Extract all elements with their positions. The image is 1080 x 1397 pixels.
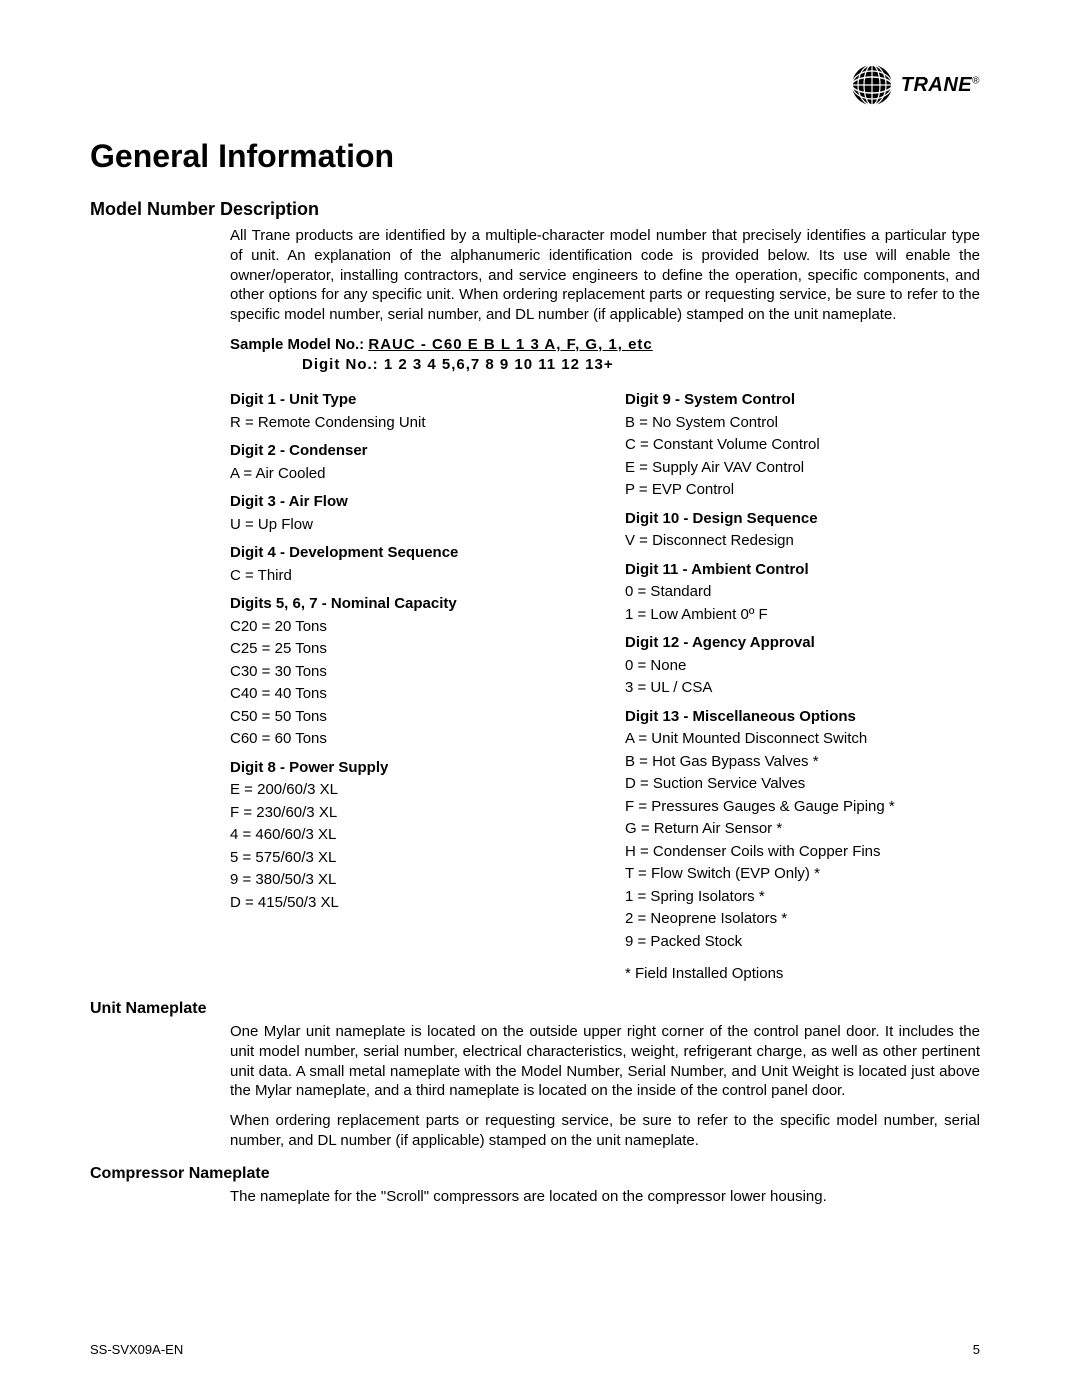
digit-option: G = Return Air Sensor * [625, 818, 980, 841]
digit-option: 4 = 460/60/3 XL [230, 824, 585, 847]
left-column: Digit 1 - Unit TypeR = Remote Condensing… [230, 389, 585, 986]
digit-option: D = 415/50/3 XL [230, 892, 585, 915]
subsection-unit-nameplate: Unit Nameplate [90, 1000, 980, 1018]
digit-option: C60 = 60 Tons [230, 728, 585, 751]
digit-option: C = Third [230, 565, 585, 588]
globe-icon [851, 64, 893, 106]
digit-heading: Digit 13 - Miscellaneous Options [625, 706, 980, 729]
digit-heading: Digit 9 - System Control [625, 389, 980, 412]
field-installed-footnote: * Field Installed Options [625, 963, 980, 986]
digit-option: P = EVP Control [625, 479, 980, 502]
intro-block: All Trane products are identified by a m… [230, 226, 980, 986]
registered-mark: ® [972, 75, 980, 86]
section-model-number: Model Number Description [90, 199, 980, 220]
digit-option: 5 = 575/60/3 XL [230, 847, 585, 870]
sample-value: RAUC - C60 E B L 1 3 A, F, G, 1, etc [368, 336, 652, 353]
digit-option: 0 = Standard [625, 581, 980, 604]
digit-heading: Digit 10 - Design Sequence [625, 508, 980, 531]
digit-option: V = Disconnect Redesign [625, 530, 980, 553]
digit-option: C25 = 25 Tons [230, 638, 585, 661]
digit-option: D = Suction Service Valves [625, 773, 980, 796]
digit-option: C40 = 40 Tons [230, 683, 585, 706]
footer-doc-id: SS-SVX09A-EN [90, 1342, 183, 1357]
digit-option: 9 = Packed Stock [625, 931, 980, 954]
digit-number-line: Digit No.: 1 2 3 4 5,6,7 8 9 10 11 12 13… [302, 355, 980, 375]
digit-option: R = Remote Condensing Unit [230, 412, 585, 435]
brand-logo: TRANE® [851, 64, 980, 106]
digit-option: B = Hot Gas Bypass Valves * [625, 751, 980, 774]
intro-text: All Trane products are identified by a m… [230, 226, 980, 325]
digit-option: C50 = 50 Tons [230, 706, 585, 729]
brand-text: TRANE® [901, 74, 980, 97]
sample-model-line: Sample Model No.: RAUC - C60 E B L 1 3 A… [230, 335, 980, 355]
nameplate-paragraph-2: When ordering replacement parts or reque… [230, 1111, 980, 1151]
digit-heading: Digit 3 - Air Flow [230, 491, 585, 514]
digit-option: E = Supply Air VAV Control [625, 457, 980, 480]
digit-heading: Digits 5, 6, 7 - Nominal Capacity [230, 593, 585, 616]
digit-option: U = Up Flow [230, 514, 585, 537]
digit-option: C = Constant Volume Control [625, 434, 980, 457]
digit-heading: Digit 1 - Unit Type [230, 389, 585, 412]
footer-page-number: 5 [973, 1342, 980, 1357]
digit-option: C20 = 20 Tons [230, 616, 585, 639]
digit-option: 1 = Spring Isolators * [625, 886, 980, 909]
digit-option: A = Air Cooled [230, 463, 585, 486]
digit-heading: Digit 11 - Ambient Control [625, 559, 980, 582]
digit-option: 1 = Low Ambient 0º F [625, 604, 980, 627]
right-column: Digit 9 - System ControlB = No System Co… [625, 389, 980, 986]
compressor-paragraph: The nameplate for the "Scroll" compresso… [230, 1187, 980, 1207]
digit-option: 3 = UL / CSA [625, 677, 980, 700]
compressor-nameplate-block: The nameplate for the "Scroll" compresso… [230, 1187, 980, 1207]
nameplate-paragraph-1: One Mylar unit nameplate is located on t… [230, 1022, 980, 1101]
digit-option: C30 = 30 Tons [230, 661, 585, 684]
page: TRANE® General Information Model Number … [0, 0, 1080, 1397]
digit-columns: Digit 1 - Unit TypeR = Remote Condensing… [230, 389, 980, 986]
digit-option: E = 200/60/3 XL [230, 779, 585, 802]
digit-heading: Digit 8 - Power Supply [230, 757, 585, 780]
digit-option: H = Condenser Coils with Copper Fins [625, 841, 980, 864]
unit-nameplate-block: One Mylar unit nameplate is located on t… [230, 1022, 980, 1151]
subsection-compressor-nameplate: Compressor Nameplate [90, 1165, 980, 1183]
digit-heading: Digit 2 - Condenser [230, 440, 585, 463]
digit-option: F = Pressures Gauges & Gauge Piping * [625, 796, 980, 819]
digit-heading: Digit 4 - Development Sequence [230, 542, 585, 565]
digit-option: B = No System Control [625, 412, 980, 435]
digit-option: 2 = Neoprene Isolators * [625, 908, 980, 931]
digit-option: 9 = 380/50/3 XL [230, 869, 585, 892]
digit-option: T = Flow Switch (EVP Only) * [625, 863, 980, 886]
page-title: General Information [90, 138, 980, 175]
brand-name: TRANE [901, 74, 972, 96]
digit-option: A = Unit Mounted Disconnect Switch [625, 728, 980, 751]
digit-option: 0 = None [625, 655, 980, 678]
sample-label: Sample Model No.: [230, 336, 368, 353]
sample-model-block: Sample Model No.: RAUC - C60 E B L 1 3 A… [230, 335, 980, 376]
page-footer: SS-SVX09A-EN 5 [90, 1342, 980, 1357]
digit-option: F = 230/60/3 XL [230, 802, 585, 825]
digit-heading: Digit 12 - Agency Approval [625, 632, 980, 655]
